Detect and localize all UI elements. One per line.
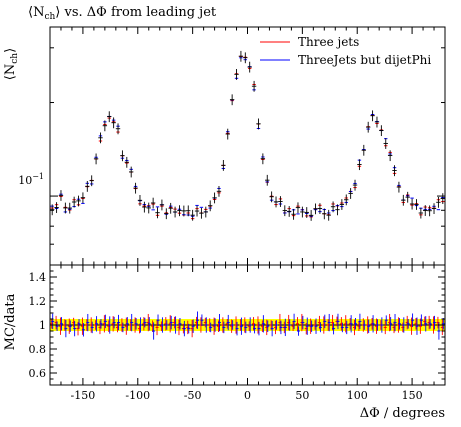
- x-tick-label: -50: [184, 389, 202, 402]
- main-title: ⟨Nch⟩ vs. ΔΦ from leading jet: [28, 5, 217, 22]
- ratio-y-tick-label: 1.2: [29, 295, 47, 308]
- x-tick-label: 100: [347, 389, 368, 402]
- ratio-series-0: [50, 313, 444, 338]
- legend-label-three-jets: Three jets: [298, 35, 359, 49]
- ratio-series-1: [51, 311, 445, 340]
- legend-label-dijetphi: ThreeJets but dijetPhi: [298, 53, 431, 67]
- ratio-y-tick-label: 1.4: [29, 271, 47, 284]
- main-ticks-layer: [49, 27, 446, 266]
- main-series-2: [50, 50, 445, 221]
- ratio-y-tick-label: 1: [39, 319, 46, 332]
- x-tick-label: 0: [244, 389, 251, 402]
- ratio-series-layer: [50, 311, 445, 340]
- title-nch-sub: ch: [44, 12, 55, 22]
- main-series-layer: [50, 50, 445, 221]
- title-nch-open: ⟨N: [28, 5, 44, 20]
- ratio-y-axis-label: MC/data: [3, 293, 18, 350]
- ratio-y-tick-label: 0.8: [29, 343, 47, 356]
- main-y-axis-label: ⟨Nch⟩: [3, 48, 20, 80]
- main-series-0: [50, 55, 445, 220]
- main-panel: ⟨Nch⟩ vs. ΔΦ from leading jet ⟨Nch⟩ 10−1…: [3, 5, 446, 266]
- ratio-band-layer: [50, 319, 445, 331]
- title-rest: ⟩ vs. ΔΦ from leading jet: [55, 5, 217, 20]
- ratio-y-tick-label: 0.6: [29, 367, 47, 380]
- legend: Three jets ThreeJets but dijetPhi: [260, 35, 431, 67]
- main-series-1: [50, 57, 445, 217]
- x-tick-label: 150: [402, 389, 423, 402]
- ratio-panel: MC/data -150 -100 -50 0 50 100 150 0.6 0.8 1 1.2 1.…: [3, 264, 446, 421]
- x-tick-label: -100: [125, 389, 150, 402]
- x-tick-label: -150: [71, 389, 96, 402]
- x-tick-label: 50: [295, 389, 309, 402]
- ratio-ticks-layer: -150 -100 -50 0 50 100 150 0.6 0.8 1 1.2 1.4: [29, 264, 446, 402]
- main-y-tick-label-0.1: 10−1: [18, 172, 44, 187]
- x-axis-label: ΔΦ / degrees: [360, 406, 445, 421]
